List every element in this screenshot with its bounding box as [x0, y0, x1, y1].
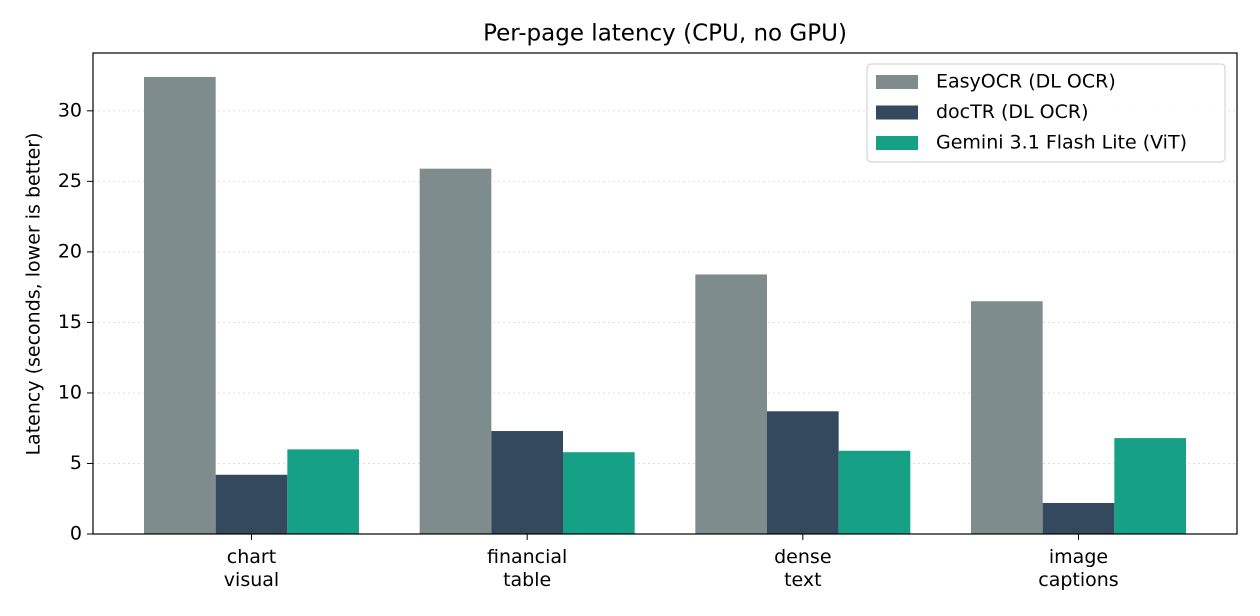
legend-label: docTR (DL OCR) [936, 101, 1088, 123]
bar [491, 431, 564, 534]
bar [1114, 438, 1187, 534]
x-tick-label: financial table [487, 546, 567, 591]
bar [419, 168, 492, 534]
legend-swatch [876, 75, 918, 89]
plot-frame [92, 52, 1238, 535]
bar [563, 452, 635, 534]
x-tick-label: dense text [774, 546, 831, 591]
bar [287, 449, 360, 534]
y-tick-label: 30 [58, 99, 82, 121]
legend-label: EasyOCR (DL OCR) [936, 71, 1116, 93]
y-tick-label: 15 [58, 311, 82, 333]
bar [970, 301, 1043, 534]
x-tick-label: image captions [1038, 546, 1118, 591]
chart-title: Per-page latency (CPU, no GPU) [483, 21, 847, 47]
y-tick-label: 5 [70, 452, 82, 474]
y-tick-label: 25 [58, 170, 82, 192]
bar [766, 411, 839, 534]
legend-label: Gemini 3.1 Flash Lite (ViT) [936, 132, 1187, 154]
bar [695, 274, 767, 534]
legend-swatch [876, 105, 918, 120]
bar [143, 76, 216, 535]
bar [1042, 502, 1115, 534]
bar [838, 450, 911, 534]
bar [215, 474, 288, 534]
legend-box [866, 63, 1226, 163]
y-tick-label: 0 [70, 523, 82, 545]
legend-swatch [876, 136, 918, 150]
x-tick-label: chart visual [224, 546, 279, 591]
y-axis-label: Latency (seconds, lower is better) [23, 132, 45, 455]
y-tick-label: 10 [58, 381, 82, 403]
y-tick-label: 20 [58, 240, 82, 262]
